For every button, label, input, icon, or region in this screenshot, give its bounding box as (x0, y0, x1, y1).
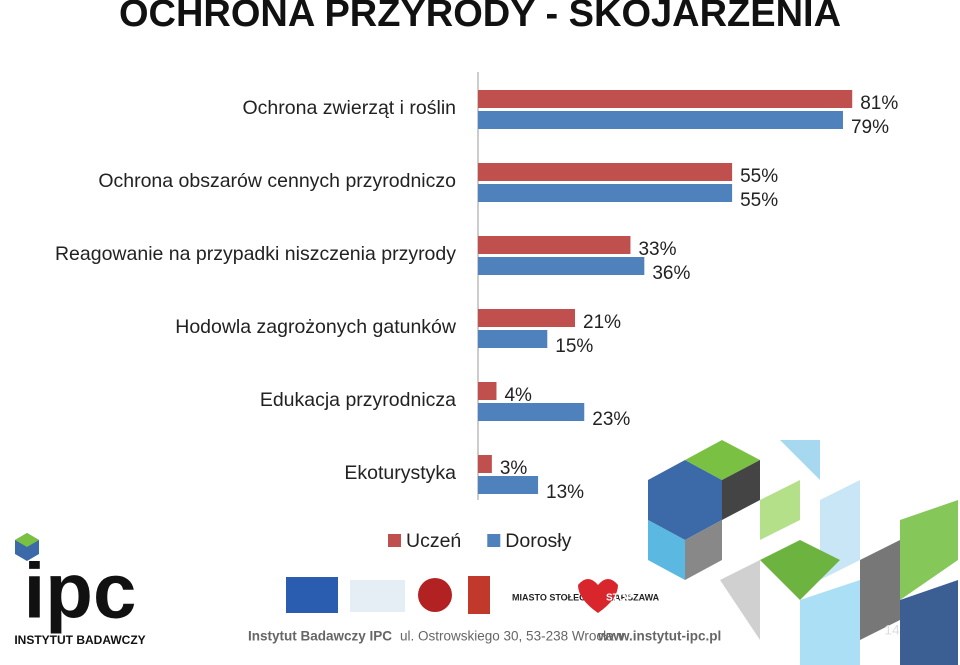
logo-name: ipc (24, 547, 137, 635)
value-label: 3% (500, 458, 528, 479)
logo-subtitle: INSTYTUT BADAWCZY (14, 633, 145, 647)
partner-logos: MIASTO STOŁECZNE WARSZAWA STOP (286, 576, 660, 614)
ipc-logo: ipc INSTYTUT BADAWCZY (14, 533, 146, 647)
bar (478, 455, 492, 473)
bar (478, 309, 576, 327)
bar (478, 257, 645, 275)
category-label: Ochrona obszarów cennych przyrodniczo (98, 170, 456, 192)
value-label: 36% (652, 263, 690, 284)
value-label: 13% (546, 482, 584, 503)
category-label: Ekoturystyka (344, 462, 456, 484)
value-label: 55% (740, 190, 778, 211)
bar (478, 236, 631, 254)
page-number: 14 (884, 622, 900, 638)
footer-address: ul. Ostrowskiego 30, 53-238 Wrocław (400, 629, 624, 644)
footer-url: www.instytut-ipc.pl (597, 629, 721, 644)
chart-title: OCHRONA PRZYRODY - SKOJARZENIA (119, 0, 841, 35)
stop-logo: STOP (606, 593, 633, 604)
value-label: 33% (638, 239, 676, 260)
bar (478, 403, 585, 421)
category-label: Edukacja przyrodnicza (259, 389, 456, 411)
bar (478, 330, 548, 348)
bar (478, 163, 733, 181)
decoration (648, 440, 958, 665)
value-label: 81% (860, 93, 898, 114)
category-label: Reagowanie na przypadki niszczenia przyr… (54, 243, 456, 265)
legend-swatch (388, 534, 401, 547)
footer-institute: Instytut Badawczy IPC (248, 629, 392, 644)
category-label: Hodowla zagrożonych gatunków (175, 316, 456, 338)
category-label: Ochrona zwierząt i roślin (242, 97, 457, 119)
value-label: 23% (592, 409, 630, 430)
value-label: 4% (504, 385, 532, 406)
value-label: 21% (583, 312, 621, 333)
legend-swatch (487, 534, 501, 547)
bar (478, 184, 733, 202)
bar (478, 111, 843, 129)
legend-label: Dorosły (505, 530, 571, 552)
bar (478, 382, 497, 400)
value-label: 15% (555, 336, 593, 357)
bar (478, 90, 853, 108)
bar (478, 476, 539, 494)
value-label: 55% (740, 166, 778, 187)
value-label: 79% (851, 117, 889, 138)
legend-label: Uczeń (406, 530, 461, 552)
